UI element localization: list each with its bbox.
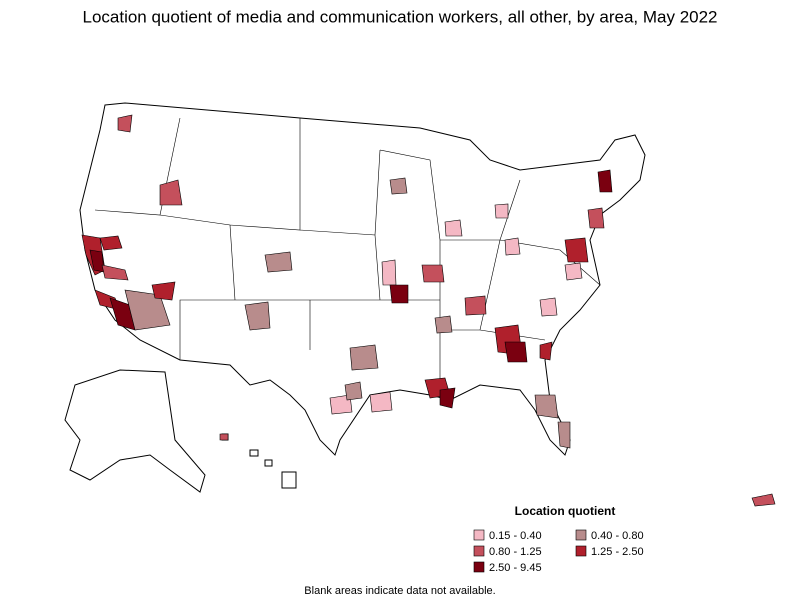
map-area: [389, 284, 409, 304]
legend-label: 0.15 - 0.40: [489, 530, 542, 542]
legend-title: Location quotient: [515, 504, 616, 518]
legend-label: 2.50 - 9.45: [489, 562, 542, 574]
map-area: [99, 235, 123, 251]
map-area: [349, 344, 379, 371]
map-areas: [81, 114, 776, 507]
map-area: [564, 262, 583, 281]
map-area: [597, 169, 613, 193]
map-area: [329, 394, 353, 415]
map-area: [381, 259, 397, 286]
map-area: [539, 297, 558, 317]
legend: 0.15 - 0.40 0.40 - 0.80 0.80 - 1.25 1.25 - …: [473, 529, 644, 574]
legend-label: 1.25 - 2.50: [591, 546, 644, 558]
map-area: [587, 207, 605, 229]
map-area: [244, 301, 271, 331]
legend-label: 0.80 - 1.25: [489, 546, 542, 558]
map-area: [444, 219, 463, 237]
hawaii: [221, 433, 297, 489]
legend-swatch: [473, 545, 485, 557]
map-area: [464, 295, 487, 316]
contiguous-us: [79, 102, 646, 456]
map-area: [539, 341, 553, 361]
map-area: [504, 237, 521, 256]
footnote: Blank areas indicate data not available.: [304, 585, 495, 597]
map-area: [389, 177, 408, 195]
map-area: [504, 341, 528, 363]
legend-label: 0.40 - 0.80: [591, 530, 644, 542]
map-area: [124, 289, 171, 331]
legend-swatch: [473, 561, 485, 573]
alaska: [64, 369, 206, 493]
map-area: [264, 251, 293, 273]
map-area: [117, 114, 133, 133]
legend-swatch: [575, 545, 587, 557]
map-area: [564, 237, 589, 263]
map-area: [344, 381, 363, 401]
map-area: [101, 264, 129, 281]
map-area: [494, 203, 509, 219]
map-area: [439, 387, 456, 409]
map-area: [557, 421, 571, 449]
map-area: [219, 433, 229, 441]
map-area: [434, 315, 453, 334]
map-area: [151, 281, 176, 301]
map-area: [534, 394, 559, 419]
map-title: Location quotient of media and communica…: [82, 7, 717, 26]
legend-swatch: [473, 529, 485, 541]
legend-swatch: [575, 529, 587, 541]
map-area: [369, 391, 393, 413]
map-area: [751, 493, 776, 507]
map-area: [421, 264, 445, 283]
map-area: [159, 179, 183, 206]
